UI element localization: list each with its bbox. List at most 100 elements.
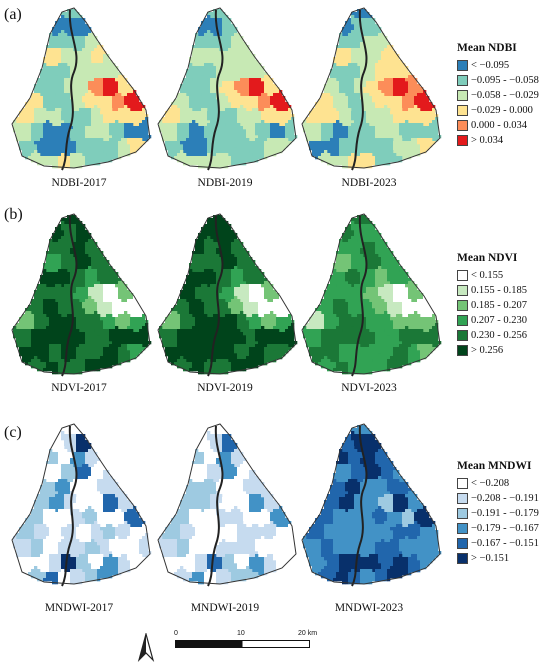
district-region (237, 461, 253, 480)
district-region (366, 464, 382, 480)
district-region (58, 30, 74, 49)
legend-swatch (457, 270, 468, 281)
legend-item: < −0.208 (457, 476, 549, 491)
district-region (195, 284, 211, 303)
district-region (393, 284, 409, 303)
district-region (49, 494, 65, 513)
district-region (112, 299, 125, 318)
district-region (201, 269, 217, 288)
district-region (61, 215, 83, 225)
district-region (249, 554, 265, 576)
district-region (351, 425, 373, 435)
district-region (73, 497, 89, 513)
caption-mndwi-2019: MNDWI-2019 (190, 602, 260, 614)
district-region (195, 554, 208, 573)
district-region (195, 314, 211, 333)
district-region (285, 533, 298, 558)
caption-mndwi-2017: MNDWI-2017 (44, 602, 114, 614)
district-region (118, 344, 131, 366)
district-region (85, 266, 101, 288)
district-region (234, 284, 250, 303)
district-region (189, 48, 208, 67)
district-regions (303, 425, 442, 585)
district-region (273, 524, 295, 543)
district-region (249, 78, 265, 97)
district-region (189, 120, 205, 139)
district-region (333, 48, 352, 67)
district-regions (159, 425, 298, 585)
district-region (195, 494, 211, 513)
district-region (333, 509, 349, 528)
district-region (43, 254, 62, 273)
legend-swatch (457, 478, 468, 489)
district-region (189, 326, 205, 345)
caption-ndvi-2023: NDVI-2023 (341, 382, 397, 394)
district-region (76, 524, 92, 543)
district-region (159, 536, 178, 558)
district-region (333, 536, 349, 555)
district-region (34, 108, 50, 124)
district-region (366, 524, 382, 543)
district-region (109, 536, 125, 558)
legend-swatch (457, 345, 468, 356)
district-region (339, 344, 352, 363)
scale-label-0: 0 (174, 630, 178, 637)
district-region (127, 314, 149, 333)
district-region (243, 96, 259, 112)
district-region (189, 254, 208, 273)
district-region (318, 566, 337, 582)
district-region (76, 48, 92, 64)
district-region (324, 108, 340, 124)
district-region (372, 506, 388, 525)
district-region (375, 449, 391, 468)
district-region (88, 554, 104, 570)
district-region (366, 314, 382, 333)
district-region (393, 494, 409, 513)
district-region (177, 539, 190, 558)
district-region (97, 539, 113, 558)
district-region (333, 120, 349, 139)
district-region (180, 284, 196, 303)
district-region (49, 314, 65, 333)
district-region (216, 539, 232, 558)
legend-swatch (457, 315, 468, 326)
district-region (261, 521, 277, 540)
district-region (76, 344, 92, 363)
legend-ndbi: Mean NDBI < −0.095 −0.095 - −0.058 −0.05… (457, 42, 549, 148)
district-region (85, 153, 98, 166)
district-region (100, 524, 116, 540)
legend-item: −0.029 - 0.000 (457, 103, 549, 118)
district-region (360, 63, 376, 82)
district-region (219, 497, 235, 513)
district-region (405, 311, 421, 330)
district-region (97, 123, 113, 142)
district-region (34, 494, 50, 513)
legend-swatch (457, 60, 468, 71)
district-region (375, 60, 391, 82)
district-region (375, 33, 391, 52)
district-region (351, 9, 373, 19)
district-region (336, 449, 349, 465)
district-region (342, 224, 355, 243)
district-region (127, 344, 146, 360)
district-region (231, 60, 247, 82)
district-region (70, 123, 86, 142)
district-region (88, 284, 104, 303)
district-region (306, 311, 325, 330)
district-region (390, 108, 406, 124)
district-region (162, 311, 181, 330)
district-region (177, 329, 190, 348)
district-region (405, 491, 424, 513)
district-region (231, 539, 247, 555)
district-region (100, 314, 116, 330)
district-region (231, 266, 247, 288)
district-region (127, 138, 146, 154)
district-region (124, 90, 146, 112)
legend-item: −0.058 - −0.029 (457, 88, 549, 103)
district-region (49, 78, 65, 97)
district-region (195, 344, 208, 363)
district-region (204, 30, 220, 49)
district-region (124, 539, 140, 555)
district-region (228, 296, 244, 315)
district-region (393, 554, 409, 576)
